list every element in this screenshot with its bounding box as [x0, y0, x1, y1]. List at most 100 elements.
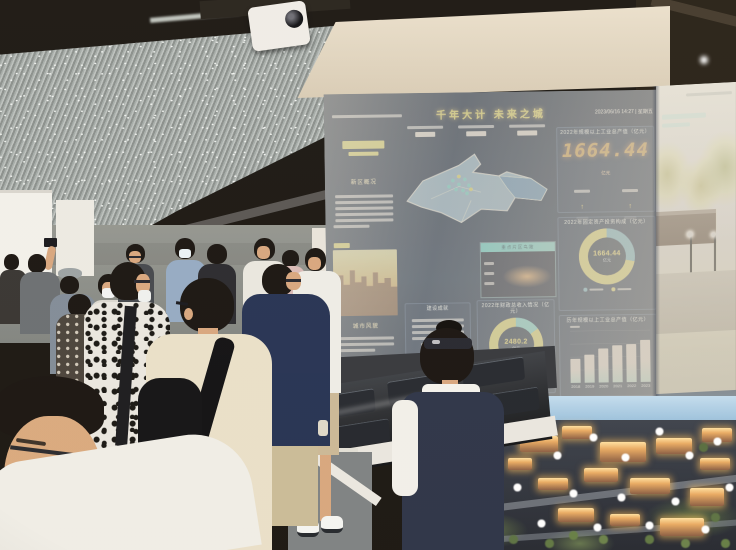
phone: [44, 238, 57, 247]
bar-x-labels: 2018 2019 2020 2021 2022 2023: [571, 383, 651, 389]
left-caption-text: [335, 333, 397, 355]
hair: [4, 254, 19, 270]
x-label: 2018: [571, 383, 581, 389]
output-header: 2022年规模以上工业总产值（亿元）: [560, 128, 651, 137]
hair: [207, 244, 227, 264]
investment-donut-panel: 2022年固定资产投资构成（亿元） 1664.44 亿元: [557, 215, 657, 312]
bucket-hat: [58, 268, 82, 279]
side-caption-line: [662, 112, 706, 120]
kpi-item: [453, 122, 499, 140]
x-label: 2019: [585, 383, 595, 389]
up-arrow: ↑: [580, 203, 585, 211]
output-unit: 亿元: [601, 170, 611, 176]
dashboard-timestamp: 2023/06/16 14:27 | 星期五: [594, 108, 653, 116]
logo-text: [348, 151, 379, 157]
text-line: [335, 194, 394, 199]
dashboard-logo: [332, 137, 394, 159]
achievements-header: 建设成就: [426, 305, 449, 312]
bar-chart-panel: 历年规模以上工业总产值（亿元） 2018 2019 2020 2021 2022…: [558, 313, 658, 398]
kpi-label: [509, 124, 546, 128]
legend-label: [617, 287, 632, 291]
hair: [420, 328, 474, 384]
substat-label: [574, 189, 591, 193]
legend-item: [583, 287, 604, 292]
model-building: [700, 458, 730, 470]
investment-donut-header: 2022年固定资产投资构成（亿元）: [564, 218, 649, 227]
kpi-value: [414, 131, 435, 138]
kpi-strip: [402, 121, 550, 140]
logo-mark: [342, 140, 385, 150]
street-road: [656, 269, 736, 335]
model-building: [660, 518, 704, 536]
bar: [640, 340, 651, 382]
model-building: [508, 458, 532, 470]
kpi-item: [402, 123, 448, 141]
main-dashboard-screen: 千年大计 未来之城 2023/06/16 14:27 | 星期五 新区概况 城市…: [323, 89, 663, 435]
leg: [320, 455, 331, 521]
glasses-arm: [175, 301, 189, 306]
x-label: 2020: [599, 383, 609, 389]
glasses: [134, 280, 150, 283]
output-value-panel: 2022年规模以上工业总产值（亿元） 1664.44 亿元 ↑ ↑: [556, 125, 656, 220]
legend-swatch-blue: [583, 287, 588, 292]
text-line: [335, 200, 394, 205]
donut-center-unit: 亿元: [602, 256, 612, 262]
revenue-donut-header: 2022年财政总收入情况（亿元）: [481, 302, 550, 315]
legend-label: [589, 288, 604, 291]
bar: [584, 355, 595, 383]
face: [257, 246, 270, 259]
face: [136, 274, 150, 294]
bar-chart-header: 历年规模以上工业总产值（亿元）: [566, 316, 650, 324]
shirt-sleeve: [392, 400, 418, 496]
ear: [184, 308, 193, 320]
projector: [247, 0, 311, 52]
text-line: [333, 224, 370, 229]
output-value: 1664.44: [561, 138, 650, 163]
model-building: [558, 508, 594, 522]
output-value-row: 1664.44 亿元: [557, 139, 654, 180]
ceiling-light: [700, 56, 708, 64]
hair: [28, 254, 46, 273]
screen-top-bezel: [297, 6, 670, 98]
model-building: [610, 514, 640, 526]
face-mask: [179, 249, 191, 258]
kpi-item: [505, 121, 551, 139]
side-screen-content: [656, 81, 736, 437]
bar: [598, 348, 609, 383]
kpi-label: [458, 124, 495, 129]
x-label: 2023: [641, 382, 651, 388]
model-building: [630, 478, 670, 494]
popup-text-line: [484, 281, 495, 285]
donut-legend: [559, 287, 655, 292]
sunglasses-on-head: [424, 338, 472, 349]
bar: [570, 358, 581, 383]
text-line: [335, 212, 394, 217]
kpi-value: [517, 130, 538, 136]
vest: [402, 392, 504, 550]
model-building: [702, 428, 732, 442]
popup-text-line: [484, 271, 495, 275]
side-screen: [656, 81, 736, 437]
model-building: [538, 478, 568, 490]
hair: [282, 250, 299, 267]
side-caption-line: [662, 122, 690, 128]
model-building: [562, 426, 592, 439]
screen-fold-shadow: [652, 86, 660, 432]
left-intro-text: [333, 191, 396, 231]
glasses: [286, 279, 301, 282]
map-popup-card: 重点片区鸟瞰: [479, 241, 557, 299]
model-building: [690, 488, 724, 506]
kpi-label: [406, 125, 443, 130]
donut-hole: 1664.44 亿元: [587, 237, 627, 276]
text-line: [335, 206, 394, 211]
model-building: [656, 438, 692, 454]
model-building: [584, 468, 618, 482]
street-building: [656, 208, 716, 247]
left-section1-header: 新区概况: [350, 179, 377, 186]
face-mask-chin: [138, 290, 151, 302]
legend-swatch-yellow: [611, 287, 616, 292]
x-label: 2021: [613, 383, 623, 389]
popup-text-line: [484, 261, 495, 265]
text-line: [335, 218, 394, 223]
projector-lens: [283, 8, 305, 29]
